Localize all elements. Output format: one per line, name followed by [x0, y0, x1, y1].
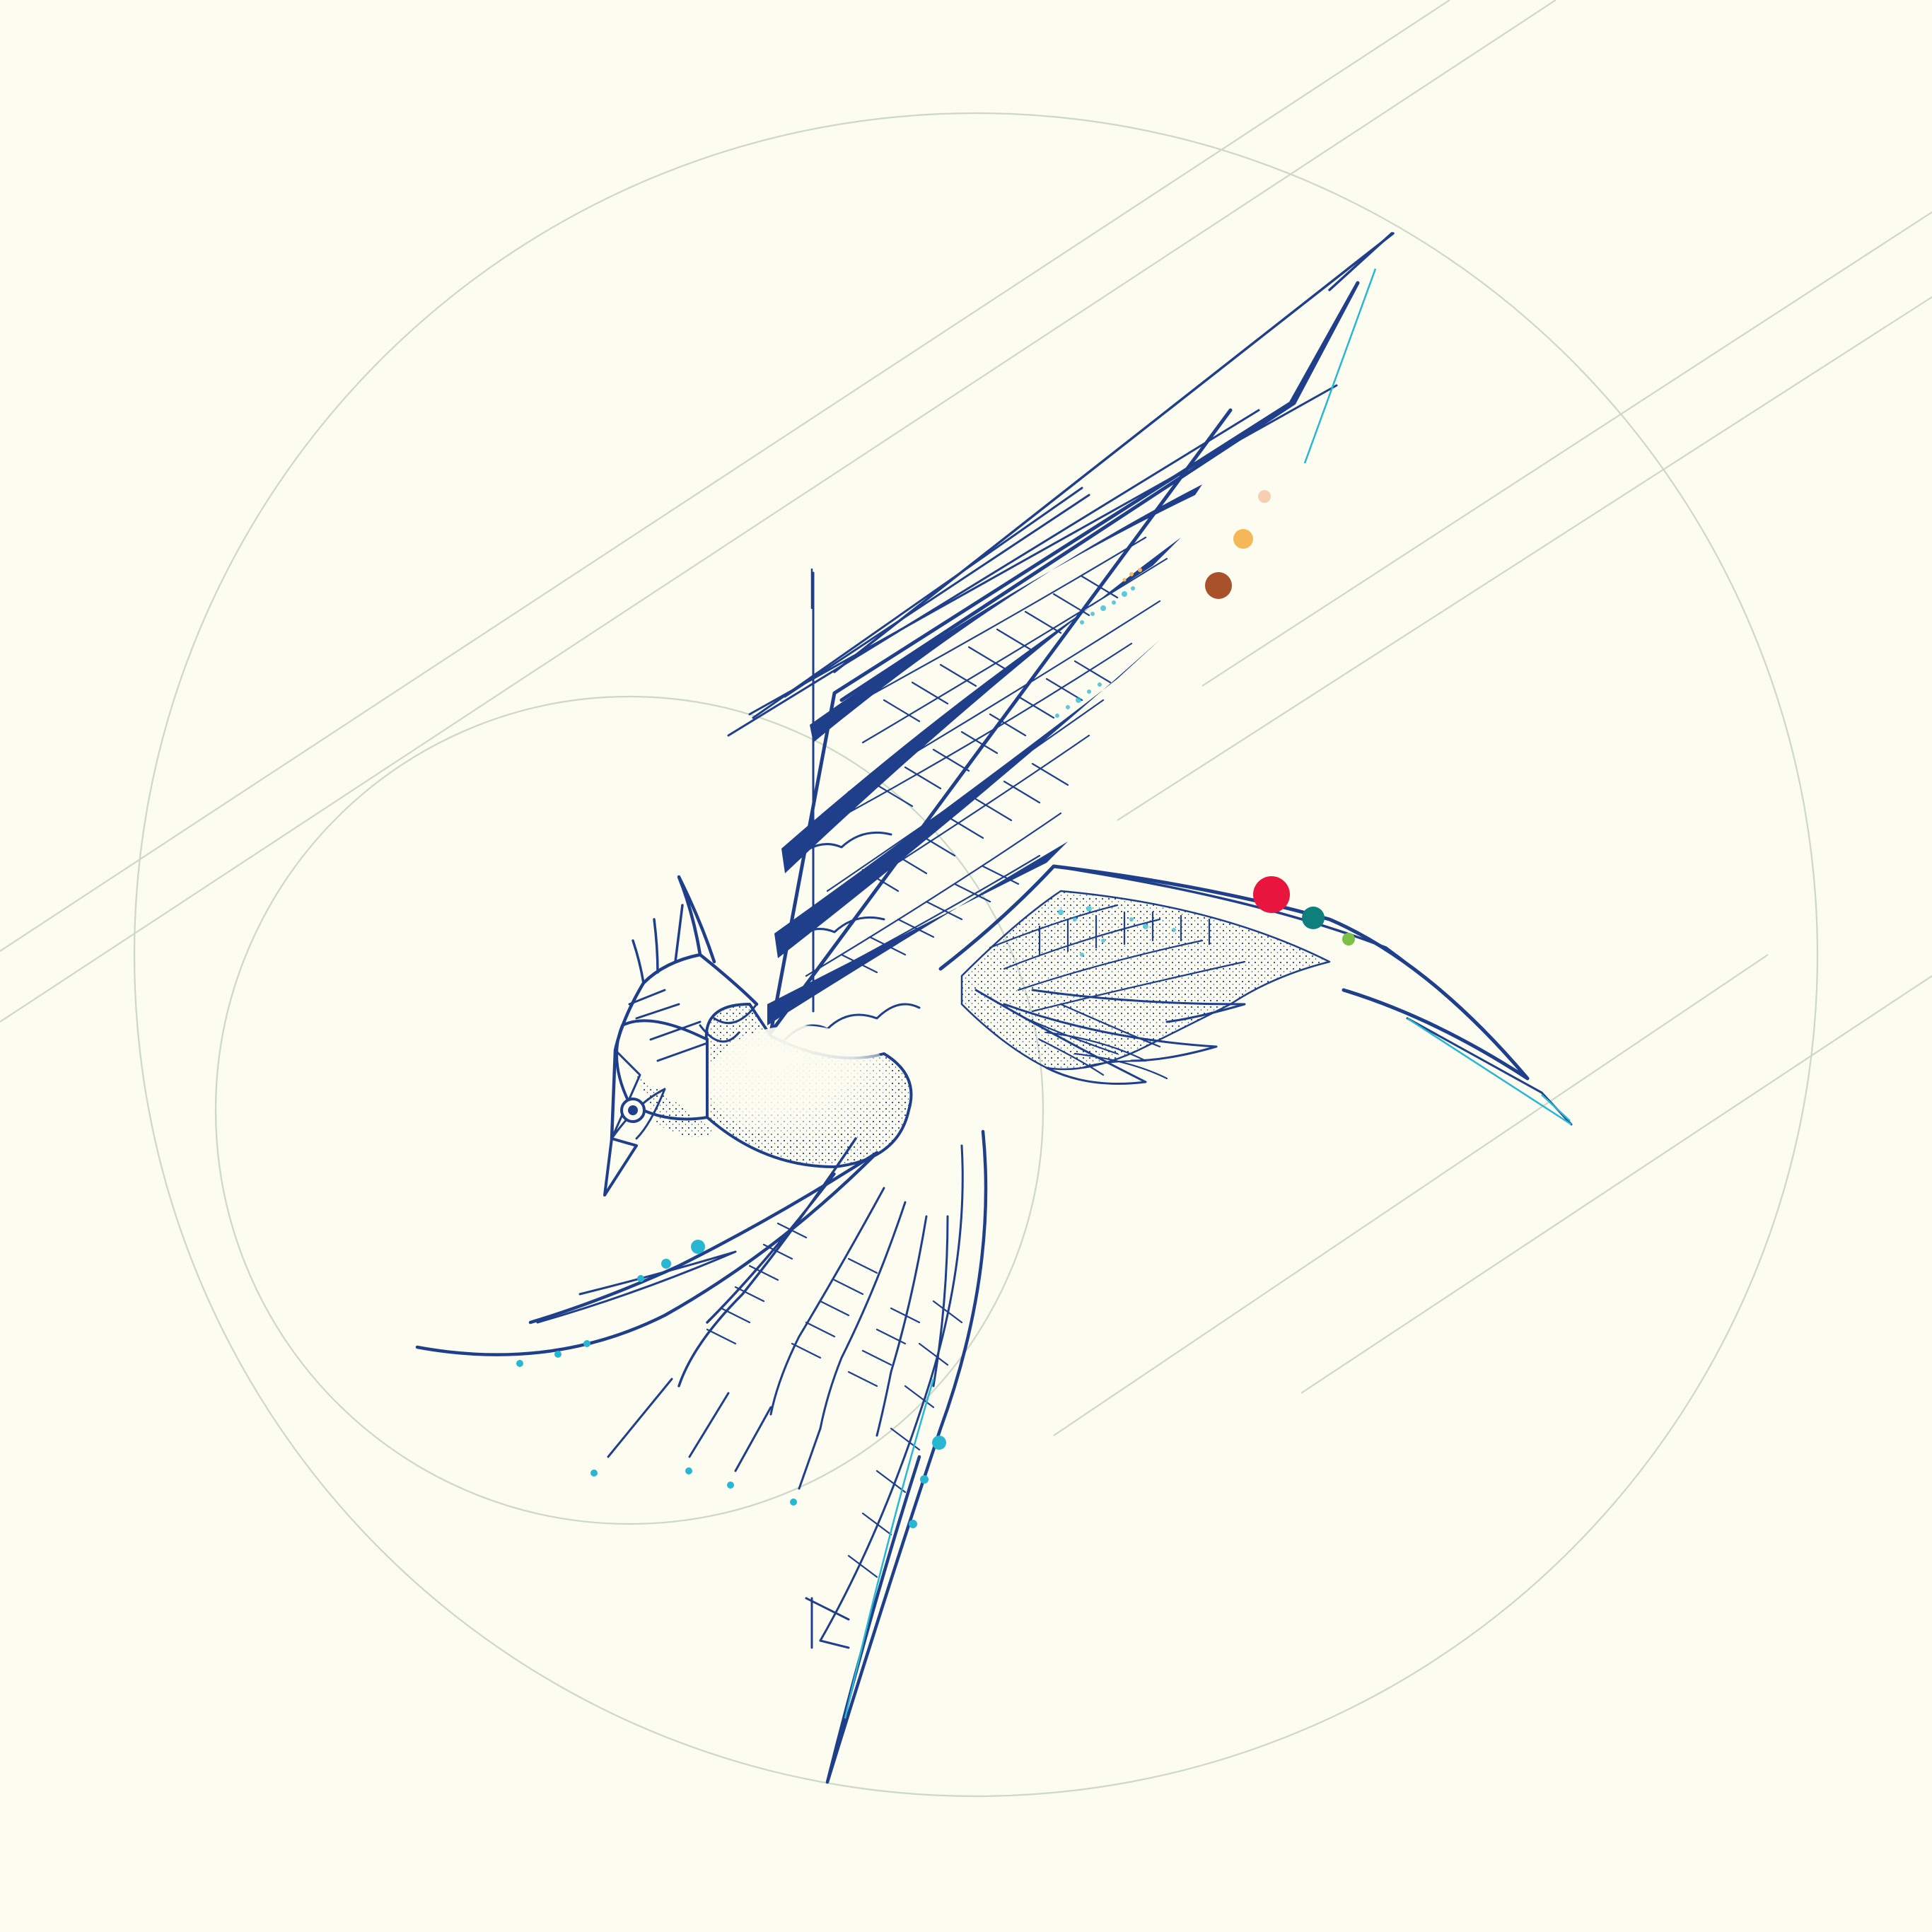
guide-circle-small [214, 695, 1044, 1525]
bird-head [603, 875, 759, 1197]
wing-highlights [1055, 586, 1135, 718]
dot-orange [1233, 529, 1253, 549]
tail-cyan-stroke [844, 1378, 935, 1719]
orange-flecks [1122, 568, 1142, 582]
bird-beak [603, 1137, 638, 1197]
wing-band-3 [767, 842, 1068, 1025]
dot-green [1342, 933, 1355, 945]
guide-circle-large [133, 112, 1819, 1798]
dot-brown [1205, 572, 1232, 599]
tail-long-left [415, 1151, 879, 1356]
dot-peach [1258, 490, 1271, 503]
right-wing-cyan-stroke [1407, 1017, 1572, 1126]
dot-teal [1302, 907, 1325, 929]
dot-red [1253, 876, 1290, 913]
tail-feathers [415, 1129, 988, 1784]
tail-long-down [825, 1129, 988, 1784]
right-wing [938, 864, 1573, 1126]
right-wing-outline [938, 864, 1530, 1081]
accent-dots [516, 490, 1355, 1528]
guide-lines [0, 0, 1932, 1798]
right-wing-highlights [1058, 906, 1176, 957]
wing-band-2 [774, 640, 1160, 958]
